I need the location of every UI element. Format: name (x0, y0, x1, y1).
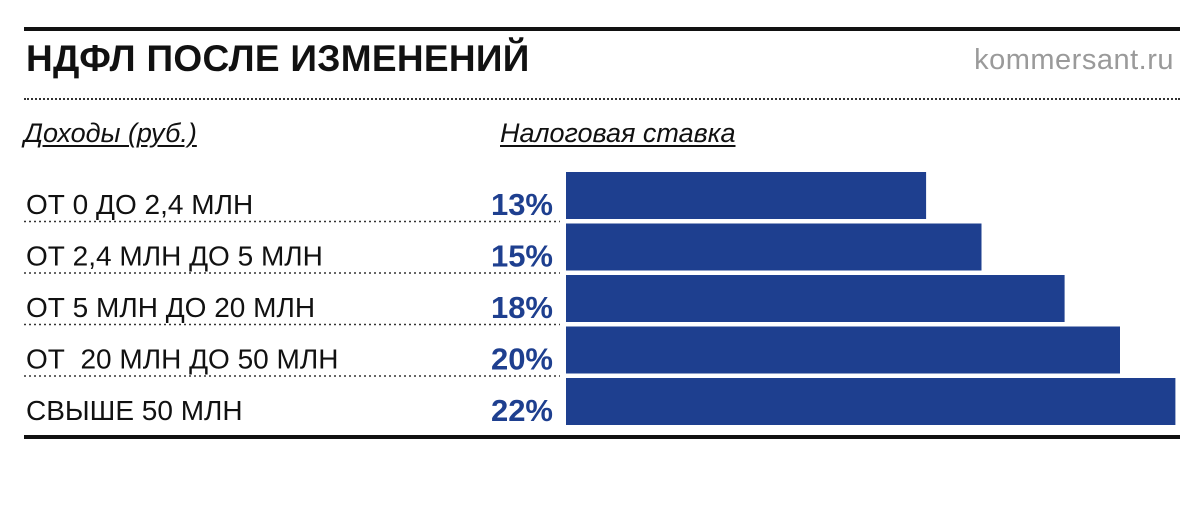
value-label-3: 18% (491, 290, 553, 325)
value-label-5: 22% (491, 393, 553, 428)
bar-2 (566, 223, 982, 271)
value-label-1: 13% (491, 187, 553, 222)
bar-5 (566, 378, 1176, 425)
category-label-3: ОТ 5 МЛН ДО 20 МЛН (26, 292, 315, 323)
header-divider (24, 98, 1180, 100)
bottom-rule (24, 435, 1180, 439)
bar-1 (566, 172, 927, 219)
category-label-4: ОТ 20 МЛН ДО 50 МЛН (26, 344, 338, 375)
value-label-2: 15% (491, 239, 553, 274)
category-label-2: ОТ 2,4 МЛН ДО 5 МЛН (26, 241, 323, 272)
value-label-4: 20% (491, 342, 553, 377)
top-rule (24, 27, 1180, 31)
category-label-1: ОТ 0 ДО 2,4 МЛН (26, 189, 253, 220)
source-label[interactable]: kommersant.ru (974, 44, 1174, 76)
rate-column-header: Налоговая ставка (500, 118, 736, 148)
category-label-5: СВЫШЕ 50 МЛН (26, 395, 243, 426)
income-column-header: Доходы (руб.) (24, 118, 197, 148)
chart-title: НДФЛ ПОСЛЕ ИЗМЕНЕНИЙ (26, 38, 530, 79)
bar-3 (566, 275, 1065, 322)
bar-4 (566, 326, 1120, 374)
